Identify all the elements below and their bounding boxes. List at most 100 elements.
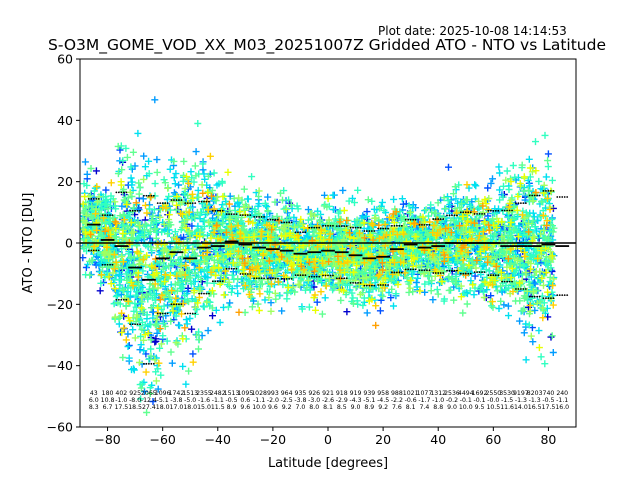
bin-sigma-15-high xyxy=(304,231,307,234)
bin-sigma-10-low xyxy=(230,267,233,270)
bin-stat-1-33: -0.5 xyxy=(542,397,554,404)
bin-stat-0-4: 2065 xyxy=(141,390,157,397)
bin-sigma-22-low xyxy=(400,271,403,274)
bin-sigma-7-high xyxy=(194,202,197,205)
bin-sigma-25-high xyxy=(442,218,445,220)
bin-sigma-16-high xyxy=(310,226,313,229)
bin-sigma-19-low xyxy=(354,281,357,284)
bin-stat-2-25: 8.8 xyxy=(433,404,443,411)
bin-sigma-34-high xyxy=(563,196,566,198)
bin-sigma-31-low xyxy=(515,288,517,290)
bin-sigma-8-high xyxy=(200,200,203,203)
bin-sigma-1-high xyxy=(111,214,114,216)
bin-sigma-2-low xyxy=(117,298,120,301)
bin-sigma-15-low xyxy=(299,274,302,277)
bin-sigma-9-high xyxy=(211,209,214,212)
bin-sigma-19-low xyxy=(357,281,359,284)
bin-sigma-5-low xyxy=(164,312,167,315)
bin-sigma-14-high xyxy=(283,221,286,224)
bin-stat-0-7: 1513 xyxy=(182,390,198,397)
bin-sigma-19-low xyxy=(352,281,354,284)
bin-sigma-22-high xyxy=(393,224,396,227)
bin-sigma-12-low xyxy=(258,277,261,280)
y-tick-label: 20 xyxy=(57,174,73,189)
bin-stat-1-9: -1.1 xyxy=(212,397,224,404)
bin-stat-1-16: -3.0 xyxy=(308,397,320,404)
bin-sigma-31-low xyxy=(522,288,525,290)
bin-sigma-8-high xyxy=(203,200,205,203)
bin-sigma-28-high xyxy=(478,212,481,215)
bin-sigma-27-low xyxy=(467,272,470,275)
bin-sigma-12-low xyxy=(253,277,256,280)
bin-sigma-11-low xyxy=(246,273,249,275)
bin-stat-0-34: 240 xyxy=(556,390,568,397)
bin-sigma-20-high xyxy=(365,230,368,232)
bin-sigma-1-high xyxy=(109,214,111,216)
bin-stat-1-0: 6.0 xyxy=(89,397,99,404)
bin-stat-2-24: 7.4 xyxy=(420,404,430,411)
bin-sigma-17-low xyxy=(324,274,327,277)
bin-sigma-4-low xyxy=(150,362,153,365)
x-tick-label: 0 xyxy=(324,432,332,447)
bin-sigma-5-high xyxy=(164,202,167,205)
y-tick-label: −40 xyxy=(47,358,73,373)
bin-sigma-14-high xyxy=(288,221,291,224)
bin-stat-2-26: 9.0 xyxy=(447,404,457,411)
bin-sigma-14-low xyxy=(290,277,293,280)
bin-stat-2-21: 9.2 xyxy=(378,404,388,411)
bin-sigma-10-high xyxy=(225,213,228,216)
bin-sigma-5-high xyxy=(159,202,162,205)
bin-sigma-4-high xyxy=(145,194,148,197)
bin-sigma-31-high xyxy=(522,202,525,205)
bin-sigma-23-high xyxy=(414,218,417,221)
bin-sigma-5-low xyxy=(161,312,164,315)
bin-sigma-9-high xyxy=(219,209,222,212)
bin-sigma-28-low xyxy=(478,271,481,274)
bin-stat-2-5: 18.0 xyxy=(156,404,170,411)
bin-sigma-20-high xyxy=(373,230,376,232)
bin-sigma-1-low xyxy=(101,263,104,266)
bin-sigma-24-low xyxy=(421,269,423,272)
bin-sigma-6-low xyxy=(178,303,180,306)
bin-sigma-1-low xyxy=(111,263,114,266)
bin-sigma-6-high xyxy=(178,199,180,201)
bin-sigma-22-high xyxy=(398,224,401,227)
bin-sigma-9-low xyxy=(214,280,217,283)
bin-sigma-31-high xyxy=(515,202,517,205)
bin-sigma-4-low xyxy=(143,362,145,365)
bin-sigma-18-high xyxy=(343,225,346,228)
bin-stat-1-21: -4.5 xyxy=(377,397,389,404)
bin-sigma-0-low xyxy=(87,249,90,252)
bin-sigma-0-low xyxy=(90,249,93,252)
bin-sigma-13-high xyxy=(271,218,274,221)
bin-stat-2-19: 9.0 xyxy=(351,404,361,411)
bin-stat-1-29: -0.0 xyxy=(487,397,499,404)
bin-sigma-4-high xyxy=(147,194,150,197)
bin-sigma-33-low xyxy=(545,297,547,300)
bin-stat-1-8: -1.6 xyxy=(198,397,210,404)
bin-sigma-12-high xyxy=(258,216,261,218)
bin-stat-1-3: -8.0 xyxy=(129,397,141,404)
bin-sigma-4-low xyxy=(147,362,150,365)
bin-sigma-3-low xyxy=(139,323,141,326)
bin-sigma-28-low xyxy=(476,271,478,274)
bin-sigma-24-low xyxy=(418,269,421,272)
x-tick-label: −80 xyxy=(94,432,120,447)
bin-sigma-2-high xyxy=(117,191,120,194)
bin-sigma-15-high xyxy=(297,231,299,234)
bin-sigma-7-low xyxy=(194,312,197,315)
bin-sigma-6-low xyxy=(180,303,183,306)
bin-sigma-29-low xyxy=(494,274,497,277)
bin-sigma-24-low xyxy=(428,269,431,272)
bin-stat-0-20: 939 xyxy=(363,390,375,397)
bin-stat-1-17: -2.6 xyxy=(322,397,334,404)
bin-sigma-13-low xyxy=(276,277,279,280)
bin-sigma-14-low xyxy=(283,277,286,280)
bin-sigma-1-high xyxy=(104,214,106,216)
y-tick-label: −20 xyxy=(47,297,73,312)
bin-sigma-12-low xyxy=(260,277,263,280)
bin-stat-0-32: 8203 xyxy=(527,390,543,397)
bin-stat-2-16: 8.0 xyxy=(309,404,319,411)
bin-sigma-15-high xyxy=(294,231,297,234)
bin-sigma-11-low xyxy=(241,273,244,275)
